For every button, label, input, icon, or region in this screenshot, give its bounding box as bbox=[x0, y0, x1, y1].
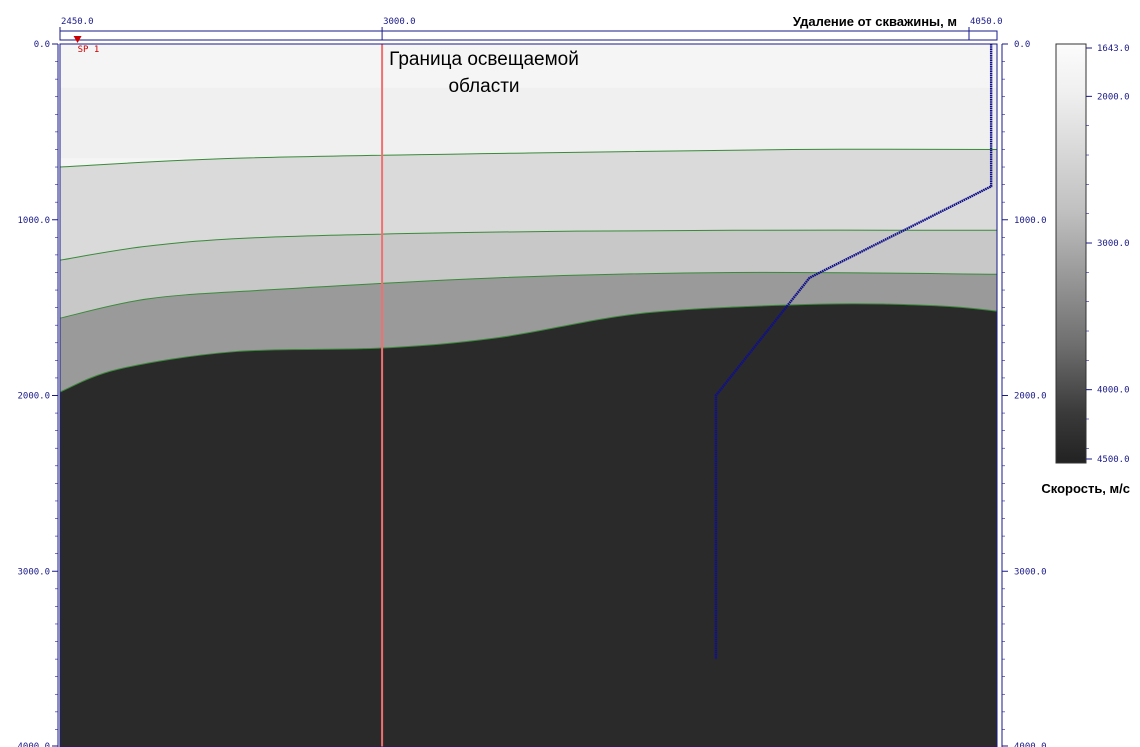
left-axis-tick-label: 0.0 bbox=[34, 40, 50, 50]
left-axis-tick-label: 2000.0 bbox=[17, 392, 50, 402]
velocity-colorbar: 1643.0 2000.0 3000.0 4000.0 4500.0 bbox=[1055, 43, 1130, 465]
top-axis: 2450.0 3000.0 4050.0 bbox=[59, 17, 1003, 41]
shot-point-label: SP 1 bbox=[78, 45, 100, 55]
colorbar-tick-label: 4000.0 bbox=[1097, 386, 1130, 396]
colorbar-tick-label: 2000.0 bbox=[1097, 92, 1130, 102]
horizon-2 bbox=[60, 229, 997, 261]
x-axis-title: Удаление от скважины, м bbox=[793, 14, 957, 29]
top-axis-tick-label: 2450.0 bbox=[61, 17, 94, 27]
right-axis-tick-label: 1000.0 bbox=[1014, 216, 1047, 226]
horizon-4 bbox=[60, 303, 997, 393]
top-axis-tick-label: 3000.0 bbox=[383, 17, 416, 27]
velocity-layer-band bbox=[60, 87, 997, 159]
horizon-3 bbox=[60, 271, 997, 319]
colorbar-tick-label: 3000.0 bbox=[1097, 239, 1130, 249]
left-axis-tick-label: 4000.0 bbox=[17, 742, 50, 747]
horizon-1 bbox=[60, 148, 997, 168]
left-axis-tick-label: 1000.0 bbox=[17, 216, 50, 226]
colorbar-tick-label: 1643.0 bbox=[1097, 44, 1130, 54]
shot-point-marker: SP 1 bbox=[73, 36, 100, 55]
right-axis-tick-label: 3000.0 bbox=[1014, 567, 1047, 577]
well-trajectory bbox=[714, 44, 993, 660]
top-axis-tick-label: 4050.0 bbox=[970, 17, 1003, 27]
horizon-lines bbox=[60, 148, 997, 393]
top-axis-bar bbox=[59, 30, 998, 41]
right-depth-axis: 0.0 1000.0 2000.0 3000.0 4000.0 bbox=[1001, 40, 1047, 747]
right-axis-tick-label: 0.0 bbox=[1014, 40, 1030, 50]
colorbar-tick-label: 4500.0 bbox=[1097, 455, 1130, 465]
boundary-annotation-line-2: области bbox=[448, 76, 519, 97]
shot-point-icon bbox=[73, 36, 82, 43]
right-axis-tick-label: 2000.0 bbox=[1014, 392, 1047, 402]
velocity-layer-5 bbox=[60, 303, 997, 747]
velocity-layers bbox=[60, 44, 997, 747]
left-axis-tick-label: 3000.0 bbox=[17, 567, 50, 577]
colorbar-gradient bbox=[1055, 43, 1087, 464]
plot-frame bbox=[59, 43, 998, 747]
boundary-annotation-line-1: Граница освещаемой bbox=[389, 49, 579, 70]
right-axis-tick-label: 4000.0 bbox=[1014, 742, 1047, 747]
left-depth-axis: 0.0 1000.0 2000.0 3000.0 4000.0 bbox=[17, 40, 59, 747]
colorbar-title: Скорость, м/с bbox=[1041, 481, 1130, 496]
